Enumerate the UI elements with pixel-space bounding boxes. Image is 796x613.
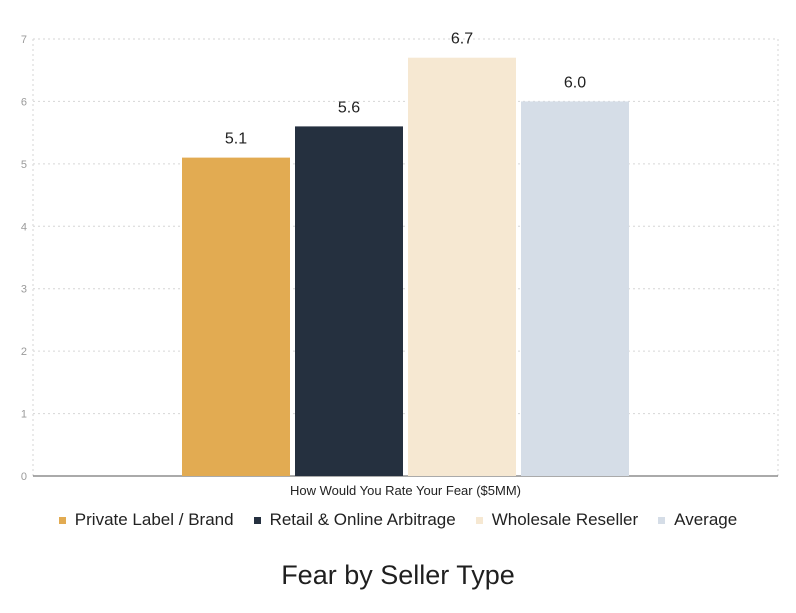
legend-item-wholesale-reseller[interactable]: Wholesale Reseller — [475, 510, 639, 530]
legend-item-private-label[interactable]: Private Label / Brand — [58, 510, 234, 530]
y-tick-label: 6 — [21, 96, 27, 108]
y-tick-label: 2 — [21, 346, 27, 358]
data-label-0: 5.1 — [225, 131, 247, 148]
y-tick-label: 7 — [21, 34, 27, 46]
legend-swatch — [658, 516, 666, 524]
chart-title: Fear by Seller Type — [281, 560, 515, 590]
y-tick-label: 4 — [21, 221, 27, 233]
bar-0 — [182, 157, 290, 476]
y-tick-label: 5 — [21, 159, 27, 171]
data-label-1: 5.6 — [338, 99, 360, 116]
legend-label: Retail & Online Arbitrage — [269, 510, 456, 529]
grid — [32, 38, 779, 476]
bar-2 — [408, 57, 516, 476]
x-category-label: How Would You Rate Your Fear ($5MM) — [290, 483, 521, 498]
bars — [182, 57, 629, 477]
y-tick-label: 1 — [21, 409, 27, 421]
y-tick-label: 3 — [21, 284, 27, 296]
legend-item-retail-arbitrage[interactable]: Retail & Online Arbitrage — [253, 510, 456, 530]
legend-swatch — [58, 516, 66, 524]
data-label-3: 6.0 — [564, 74, 586, 91]
bar-3 — [521, 101, 629, 476]
bar-1 — [295, 126, 403, 477]
legend-swatch — [475, 516, 483, 524]
axes: 0 1 2 3 4 5 6 7 — [21, 34, 778, 483]
legend-item-average[interactable]: Average — [658, 510, 737, 530]
legend-label: Private Label / Brand — [74, 510, 234, 529]
legend-swatch — [253, 516, 261, 524]
y-tick-label: 0 — [21, 471, 27, 483]
legend: Private Label / Brand Retail & Online Ar… — [0, 510, 796, 530]
data-label-2: 6.7 — [451, 31, 473, 48]
legend-label: Average — [674, 510, 738, 529]
legend-label: Wholesale Reseller — [491, 510, 639, 529]
data-labels: 5.1 5.6 6.7 6.0 — [225, 31, 586, 148]
